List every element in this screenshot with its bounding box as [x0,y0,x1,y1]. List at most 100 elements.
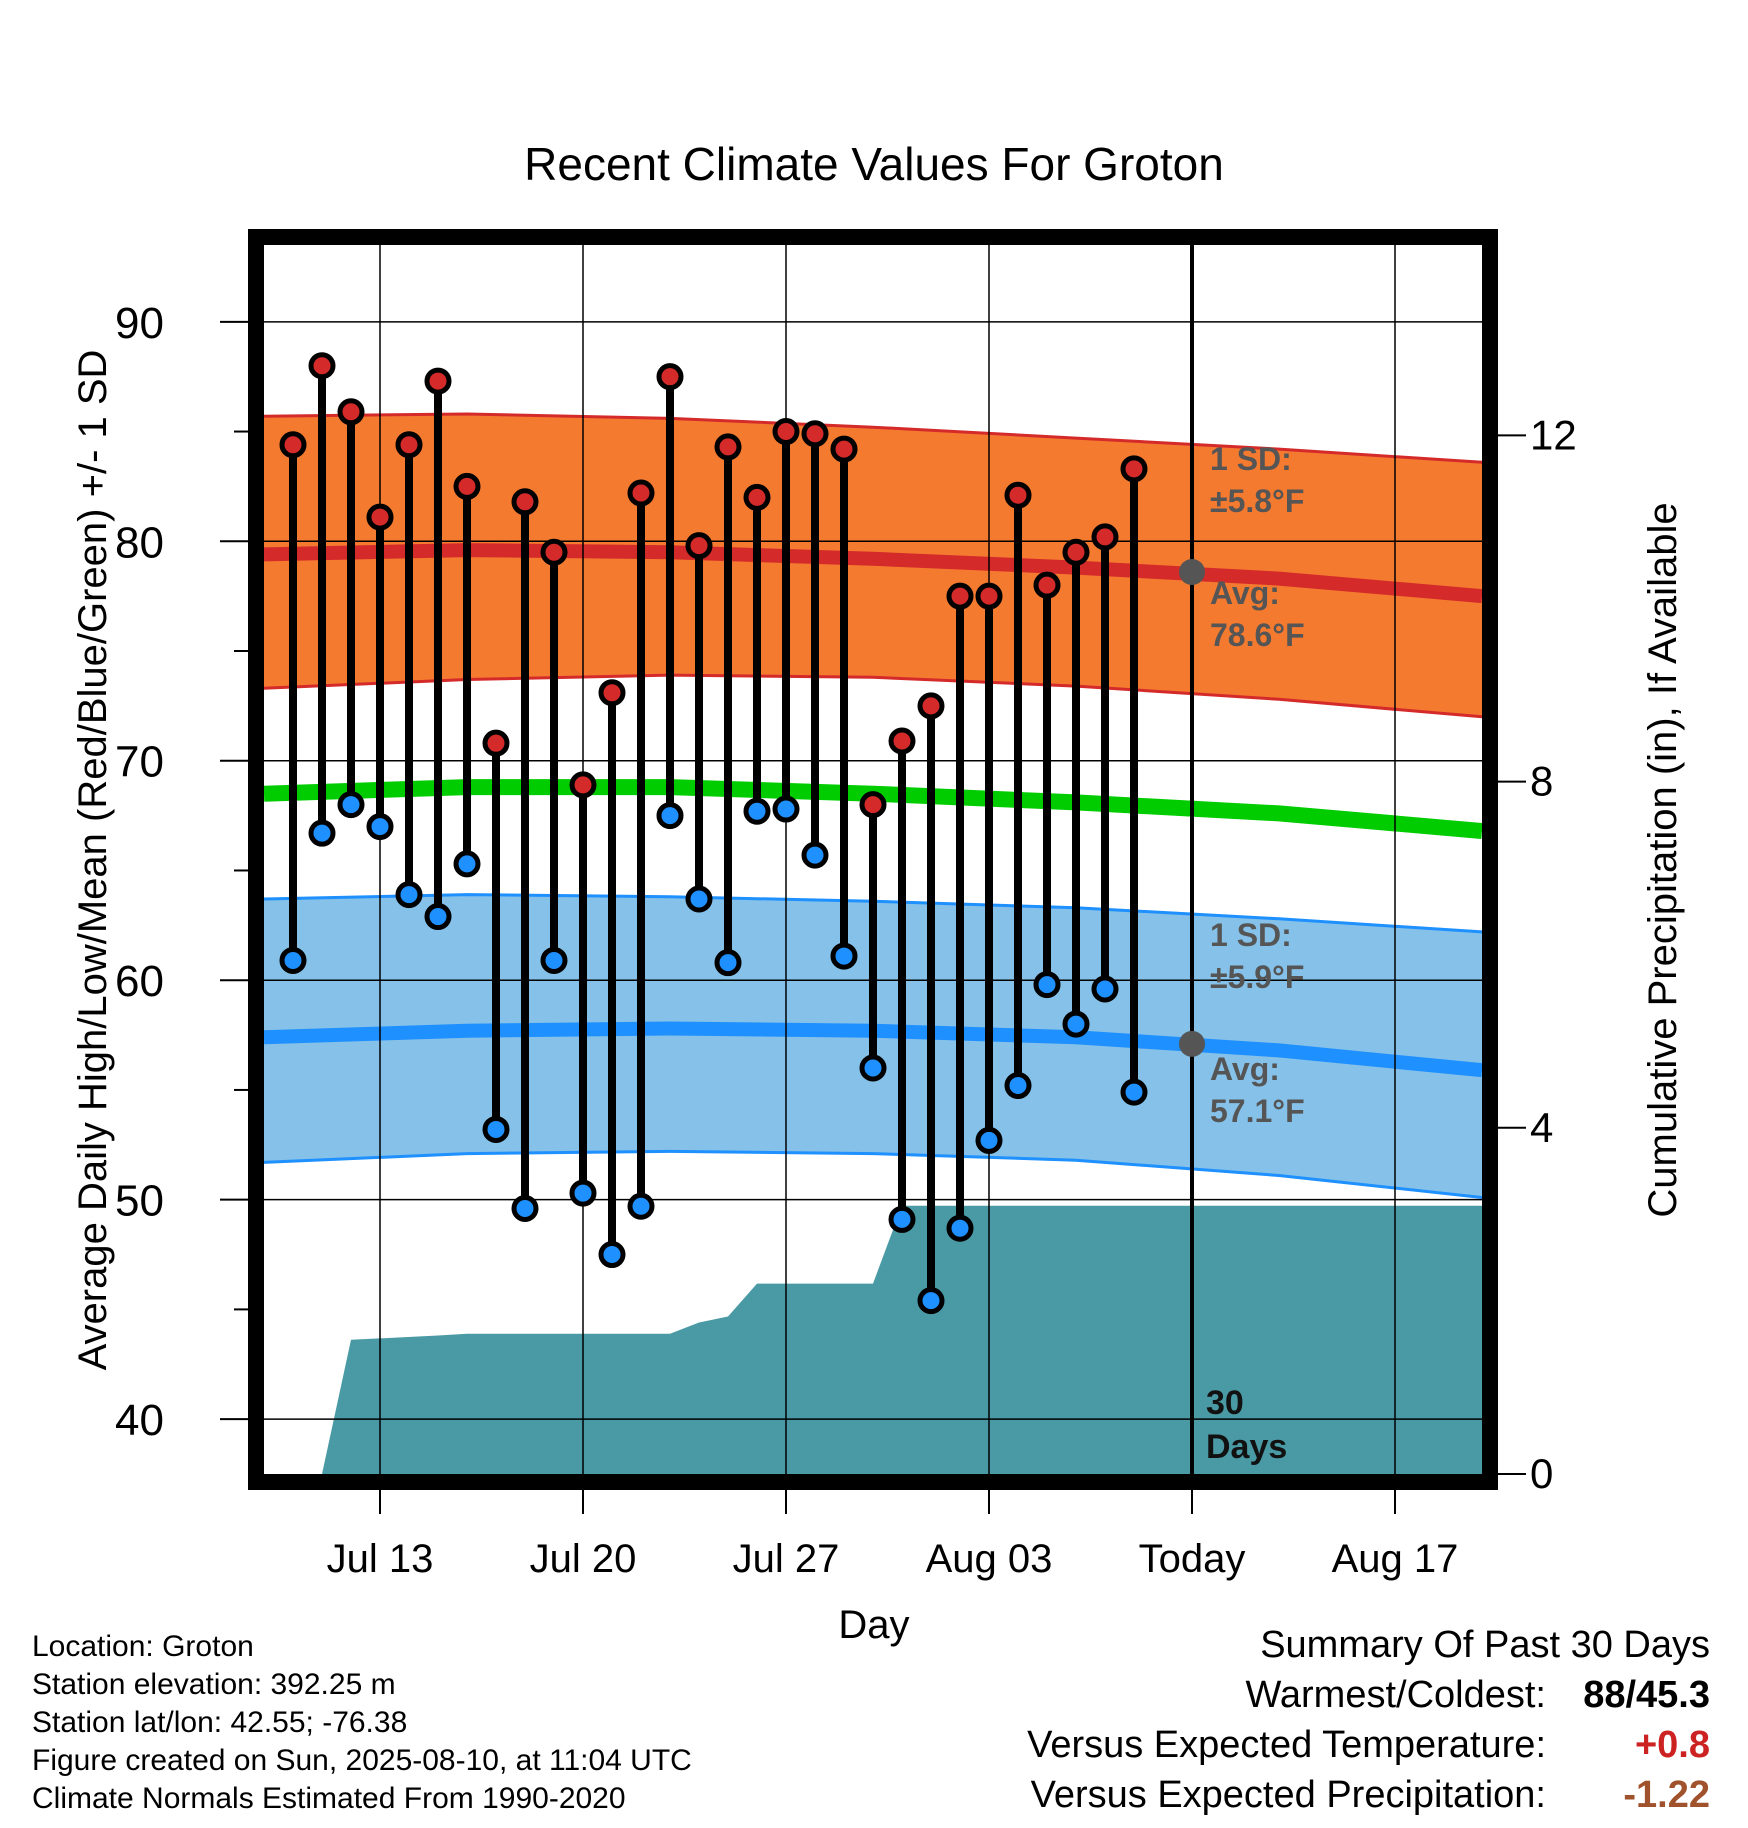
y-tick-label: 40 [115,1396,164,1445]
daily-high-point [598,679,626,707]
daily-low-point [279,946,307,974]
high-avg-value: 78.6°F [1210,617,1305,653]
plot-frame [248,229,1498,1490]
daily-high-point [830,435,858,463]
location-text: Location: Groton [32,1630,254,1663]
x-tick-label: Today [1139,1537,1246,1581]
daily-high-point [482,729,510,757]
daily-high-point [395,431,423,459]
daily-high-point [279,431,307,459]
y-tick-label: 70 [115,738,164,787]
daily-high-point [888,727,916,755]
daily-low-point [540,946,568,974]
daily-low-point [772,795,800,823]
daily-high-point [569,771,597,799]
daily-low-point [859,1054,887,1082]
daily-low-point [1120,1078,1148,1106]
daily-low-point [1033,971,1061,999]
y2-tick-label: 12 [1530,411,1577,458]
daily-high-point [1062,538,1090,566]
daily-high-point [366,503,394,531]
precip-row: Versus Expected Precipitation: -1.22 [1027,1770,1710,1820]
daily-high-point [337,398,365,426]
daily-low-point [1152,0,1174,11]
temp-value: +0.8 [1634,1724,1710,1766]
temp-row: Versus Expected Temperature: +0.8 [1027,1720,1710,1770]
daily-high-point [1004,481,1032,509]
y-tick-label: 90 [115,299,164,348]
low-average-today-marker [1179,1030,1205,1057]
daily-high-point [540,538,568,566]
daily-high-point [801,420,829,448]
x-tick-label: Aug 03 [926,1537,1053,1581]
summary-panel: Summary Of Past 30 Days Warmest/Coldest:… [1027,1620,1710,1820]
daily-low-point [424,903,452,931]
daily-high-point [424,367,452,395]
high-sd-value: ±5.8°F [1210,483,1304,519]
y-tick-label: 60 [115,957,164,1006]
daily-low-point [366,813,394,841]
daily-low-point [685,885,713,913]
x-tick-label: Jul 27 [733,1537,840,1581]
daily-low-point [1004,1072,1032,1100]
daily-low-point [598,1241,626,1269]
daily-high-point [917,692,945,720]
daily-high-point [772,418,800,446]
daily-low-point [946,1214,974,1242]
elevation-text: Station elevation: 392.25 m [32,1668,396,1701]
precip-value: -1.22 [1623,1774,1710,1816]
daily-low-point [569,1179,597,1207]
warmest-value: 88/45.3 [1583,1674,1710,1716]
low-avg-value: 57.1°F [1210,1093,1305,1129]
daily-high-point [743,483,771,511]
high-average-today-marker [1179,559,1205,586]
y2-tick-label: 4 [1530,1104,1553,1151]
daily-low-point [714,949,742,977]
low-sd-label: 1 SD: [1210,917,1292,953]
daily-low-point [511,1194,539,1222]
y2-axis-title: Cumulative Precipitation (in), If Availa… [1641,502,1685,1217]
y-axis-title: Average Daily High/Low/Mean (Red/Blue/Gr… [71,350,115,1371]
daily-high-point [656,363,684,391]
y-tick-label: 80 [115,518,164,567]
x-tick-label: Jul 20 [530,1537,637,1581]
chart-title: Recent Climate Values For Groton [524,138,1224,190]
daily-low-point [975,1126,1003,1154]
daily-high-point [1120,455,1148,483]
daily-low-point [308,819,336,847]
low-avg-label: Avg: [1210,1051,1280,1087]
daily-low-point [888,1205,916,1233]
daily-high-point [714,433,742,461]
low-band-lower-line [264,1149,1482,1199]
daily-low-point [830,942,858,970]
daily-high-point [511,488,539,516]
daily-high-point [308,352,336,380]
daily-low-point [1091,975,1119,1003]
daily-high-point [946,582,974,610]
plot-area: 1 SD: ±5.8°F Avg: 78.6°F 1 SD: ±5.9°F Avg: 57.1… [264,0,1482,1474]
daily-low-point [743,797,771,825]
daily-high-point [975,582,1003,610]
daily-low-point [917,1287,945,1315]
x-tick-label: Aug 17 [1332,1537,1459,1581]
latlon-text: Station lat/lon: 42.55; -76.38 [32,1706,408,1739]
normals-text: Climate Normals Estimated From 1990-2020 [32,1782,626,1815]
high-band-upper-line [264,412,1482,464]
x-tick-label: Jul 13 [327,1537,434,1581]
daily-low-point [453,850,481,878]
daily-high-point [859,791,887,819]
summary-title: Summary Of Past 30 Days [1260,1624,1710,1666]
precip-days-label: Days [1206,1428,1287,1466]
daily-high-point [685,532,713,560]
daily-low-point [1062,1010,1090,1038]
daily-low-point [801,841,829,869]
created-text: Figure created on Sun, 2025-08-10, at 11… [32,1744,692,1777]
temp-label: Versus Expected Temperature: [1027,1724,1546,1766]
high-avg-label: Avg: [1210,575,1280,611]
y2-tick-label: 8 [1530,758,1553,805]
y2-tick-label: 0 [1530,1450,1553,1497]
high-sd-label: 1 SD: [1210,441,1292,477]
daily-high-point [1033,571,1061,599]
precip-label: Versus Expected Precipitation: [1030,1774,1546,1816]
